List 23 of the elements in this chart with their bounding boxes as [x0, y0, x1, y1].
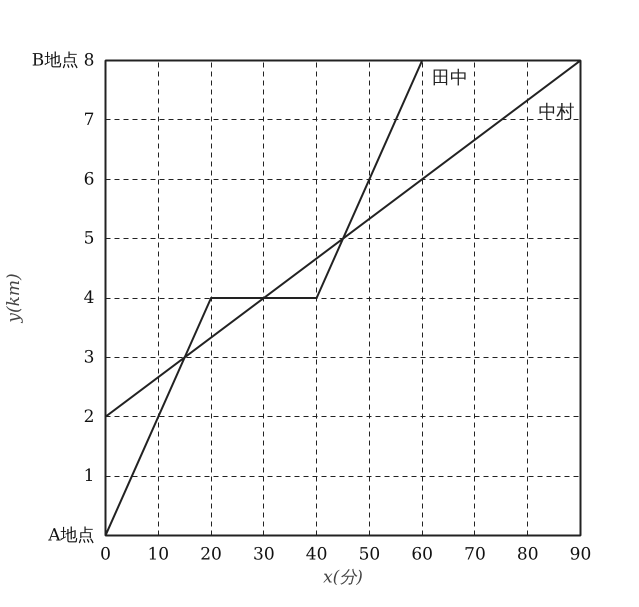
y-tick-label: 6 [84, 169, 95, 190]
series-label: 田中 [432, 68, 468, 88]
y-tick-label: 7 [84, 110, 95, 130]
y-tick-label: B地点 8 [32, 50, 95, 70]
y-tick-label: 3 [84, 347, 95, 368]
x-tick-label: 90 [570, 544, 592, 564]
x-tick-label: 50 [358, 544, 380, 564]
x-tick-label: 60 [411, 544, 433, 564]
y-tick-label: 1 [84, 466, 95, 486]
y-tick-label: A地点 [47, 526, 95, 546]
x-tick-label: 10 [147, 544, 170, 564]
x-tick-label: 40 [306, 544, 328, 564]
y-tick-label: 4 [84, 288, 95, 308]
x-tick-label: 20 [200, 544, 222, 564]
x-tick-label: 70 [464, 544, 486, 564]
x-tick-label: 30 [253, 544, 275, 564]
x-axis-title: x(分) [323, 568, 363, 588]
y-tick-label: 2 [84, 406, 95, 427]
y-axis-title: y(km) [4, 273, 24, 324]
series-label: 中村 [538, 102, 574, 122]
x-tick-label: 80 [516, 544, 539, 564]
y-tick-label: 5 [84, 228, 95, 249]
x-tick-label: 0 [100, 544, 111, 564]
